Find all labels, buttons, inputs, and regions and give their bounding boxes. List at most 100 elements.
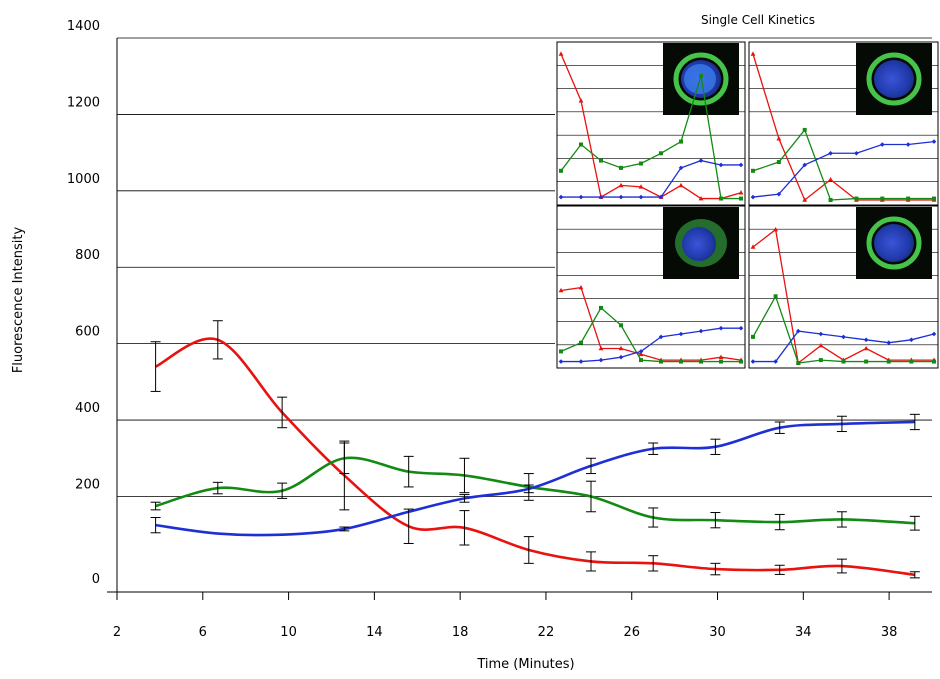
error-bar (585, 551, 596, 572)
error-bar (710, 512, 721, 529)
inset-marker-square (796, 361, 801, 365)
inset-marker-square (880, 196, 885, 201)
y-tick-label: 0 (92, 572, 100, 587)
error-bar (710, 438, 721, 455)
inset-marker-diamond (750, 194, 756, 200)
y-tick-label: 200 (75, 477, 100, 492)
error-bars (150, 320, 920, 579)
inset-marker-triangle (863, 345, 869, 351)
error-bar (585, 480, 596, 513)
inset-single-cell-kinetics: Single Cell Kinetics (555, 13, 940, 370)
inset-marker-diamond (678, 165, 684, 171)
inset-marker-diamond (598, 357, 604, 363)
x-axis-label: Time (Minutes) (476, 657, 574, 672)
inset-marker-triangle (718, 354, 724, 359)
inset-marker-square (739, 196, 743, 201)
inset-panel-3 (556, 205, 746, 369)
inset-marker-diamond (802, 162, 808, 168)
inset-marker-triangle (558, 287, 564, 293)
series-line-2 (155, 420, 915, 537)
inset-marker-triangle (750, 51, 756, 56)
inset-marker-diamond (698, 158, 704, 163)
inset-marker-square (659, 359, 663, 364)
inset-marker-triangle (638, 351, 644, 357)
inset-marker-triangle (618, 345, 624, 351)
series-line-0 (154, 337, 915, 577)
cell-image-green-ring-blue-nucleus (856, 43, 932, 115)
cell-membrane-ring (673, 52, 729, 106)
inset-marker-square (841, 359, 846, 364)
inset-marker-diamond (931, 331, 937, 337)
inset-marker-square (932, 196, 936, 201)
inset-marker-diamond (738, 162, 744, 168)
inset-marker-triangle (678, 182, 684, 188)
inset-series-line-0 (752, 53, 934, 202)
error-bar (909, 413, 920, 431)
error-bar (403, 508, 414, 544)
inset-marker-triangle (750, 244, 756, 249)
inset-series-line-1 (752, 128, 934, 201)
y-tick-label: 400 (75, 401, 100, 416)
error-bar (403, 455, 414, 488)
inset-marker-diamond (776, 191, 782, 197)
inset-marker-diamond (618, 194, 624, 200)
inset-marker-diamond (578, 194, 584, 200)
inset-marker-square (802, 127, 807, 132)
error-bar (648, 442, 659, 455)
inset-marker-diamond (598, 194, 604, 200)
error-bar (459, 457, 470, 494)
error-bar (585, 457, 596, 475)
inset-panel-4 (748, 205, 939, 369)
inset-marker-diamond (931, 139, 937, 144)
inset-marker-diamond (886, 340, 892, 345)
inset-marker-square (599, 305, 603, 310)
error-bar (648, 555, 659, 572)
inset-marker-triangle (618, 182, 624, 188)
inset-marker-triangle (776, 136, 782, 141)
inset-marker-triangle (638, 184, 644, 189)
y-tick-label: 1400 (67, 19, 100, 34)
inset-marker-triangle (578, 98, 584, 103)
error-bar (836, 511, 847, 528)
inset-marker-diamond (795, 328, 801, 334)
inset-marker-diamond (828, 150, 833, 156)
y-tick-label: 600 (75, 325, 100, 340)
inset-marker-square (639, 358, 643, 363)
error-bar (710, 562, 721, 576)
inset-marker-diamond (841, 334, 846, 340)
inset-marker-square (699, 73, 703, 78)
x-tick-label: 10 (280, 625, 297, 640)
inset-marker-diamond (738, 325, 744, 331)
error-bar (277, 396, 288, 429)
inset-marker-square (864, 359, 869, 364)
inset-panel-1 (556, 41, 746, 206)
inset-marker-square (719, 359, 723, 364)
cell-nucleus (682, 227, 716, 261)
error-bar (523, 484, 534, 494)
inset-series-line-2 (752, 140, 935, 198)
x-tick-labels: 2 6 10 14 18 22 26 30 34 38 (113, 592, 897, 640)
inset-marker-square (559, 349, 563, 354)
inset-marker-square (909, 359, 914, 364)
inset-marker-square (906, 196, 911, 201)
cell-image-green-ring-blue-nucleus-2 (856, 207, 932, 279)
inset-marker-diamond (558, 359, 564, 364)
inset-marker-square (699, 359, 703, 364)
inset-marker-diamond (905, 142, 911, 147)
error-bar (774, 421, 785, 434)
inset-marker-diamond (558, 194, 564, 200)
series-line-1 (155, 456, 915, 525)
x-tick-label: 18 (452, 625, 469, 640)
error-bar (909, 515, 920, 531)
inset-marker-square (659, 151, 663, 156)
grid-lines (117, 37, 932, 497)
y-axis-label: Fluorescence Intensity (11, 227, 26, 374)
inset-marker-square (932, 359, 936, 364)
inset-marker-diamond (718, 162, 724, 168)
inset-marker-diamond (879, 142, 885, 147)
error-bar (459, 510, 470, 546)
inset-marker-square (854, 196, 859, 201)
inset-marker-diamond (718, 325, 724, 331)
cell-nucleus (874, 60, 914, 98)
